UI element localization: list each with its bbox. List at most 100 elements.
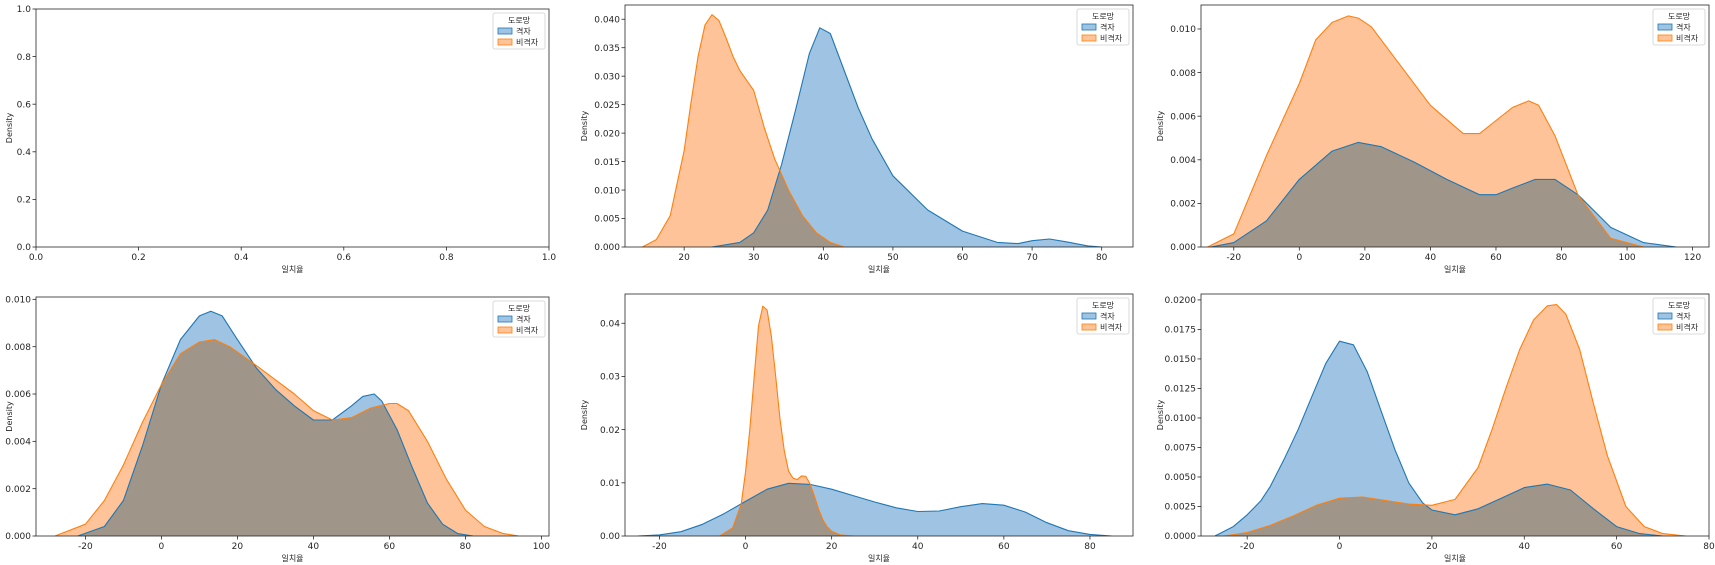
- legend-label-nongrid: 비격자: [516, 37, 539, 47]
- x-tick-label: 40: [1425, 253, 1437, 263]
- y-axis-label: Density: [5, 113, 14, 144]
- axes-frame: [1200, 4, 1710, 248]
- density-fills: [1214, 304, 1686, 536]
- legend-swatch-nongrid: [1081, 323, 1097, 331]
- y-tick-label: 0.005: [594, 215, 620, 225]
- plot-area: [1214, 304, 1686, 536]
- x-tick-label: 120: [1684, 253, 1701, 263]
- y-tick-label: 0.010: [1170, 25, 1196, 35]
- subplot-1: 0.0 0.2 0.4 0.6 0.8 1.0 0.0 0.2 0.4 0.6 0.8 1.0 일치율 D…: [5, 5, 556, 274]
- plot-area: [642, 14, 1102, 247]
- axes-frame: [35, 8, 550, 248]
- x-tick-label: -20: [78, 542, 93, 552]
- plot-area: [54, 310, 519, 536]
- density-line-nongrid: [1224, 304, 1686, 536]
- x-tick-label: 0.8: [439, 253, 454, 263]
- x-tick-label: -20: [652, 542, 667, 552]
- legend-title: 도로망: [508, 15, 531, 25]
- x-axis-label: 일치율: [1444, 265, 1466, 274]
- subplot-5: -20 0 20 40 60 80 0.00 0.01 0.02 0.03 0.04 일치율 Densi…: [580, 293, 1134, 563]
- density-line-nongrid: [719, 305, 854, 536]
- y-tick-label: 0.004: [5, 438, 31, 448]
- density-fill-nongrid: [1207, 15, 1644, 247]
- axes-frame: [35, 296, 550, 537]
- legend-label-grid: 격자: [1100, 22, 1115, 32]
- x-tick-label: 60: [1611, 542, 1623, 552]
- y-tick-label: 0.6: [17, 100, 32, 110]
- y-tick-label: 0.000: [594, 243, 620, 253]
- x-tick-label: 40: [1519, 542, 1531, 552]
- legend-label-grid: 격자: [1676, 311, 1691, 321]
- legend-title: 도로망: [1092, 11, 1115, 21]
- legend-title: 도로망: [1668, 300, 1691, 310]
- x-tick-label: 60: [384, 542, 396, 552]
- density-fill-nongrid: [719, 306, 854, 536]
- y-tick-label: 0.030: [594, 72, 620, 82]
- x-tick-label: 80: [460, 542, 472, 552]
- legend-swatch-nongrid: [1657, 323, 1673, 331]
- subplot-4: -20 0 20 40 60 80 100 0.000 0.002 0.004 0.006 0.008…: [5, 296, 550, 563]
- plot-area: [1207, 15, 1677, 247]
- y-tick-label: 0.008: [5, 343, 31, 353]
- legend-title: 도로망: [508, 303, 531, 313]
- y-tick-label: 0.4: [17, 148, 32, 158]
- y-tick-label: 0.002: [5, 485, 31, 495]
- x-tick-label: 20: [1426, 542, 1438, 552]
- y-tick-label: 0.0150: [1165, 355, 1197, 365]
- legend-swatch-grid: [497, 27, 513, 35]
- legend-title: 도로망: [1668, 11, 1691, 21]
- legend-swatch-nongrid: [1081, 34, 1097, 42]
- y-tick-label: 0.010: [594, 186, 620, 196]
- density-fills: [642, 14, 1102, 247]
- legend-swatch-grid: [497, 315, 513, 323]
- y-tick-label: 0.035: [594, 44, 620, 54]
- y-tick-label: 0.006: [5, 390, 31, 400]
- x-tick-label: 80: [1556, 253, 1568, 263]
- x-tick-label: 0: [1337, 542, 1343, 552]
- x-tick-label: 70: [1026, 253, 1038, 263]
- y-tick-label: 1.0: [17, 5, 32, 15]
- y-axis-label: Density: [580, 111, 589, 142]
- y-tick-label: 0.0025: [1165, 503, 1197, 513]
- y-tick-label: 0.004: [1170, 156, 1196, 166]
- density-fill-nongrid: [55, 339, 519, 536]
- x-tick-label: 40: [308, 542, 320, 552]
- density-line-nongrid: [54, 339, 519, 536]
- y-tick-label: 0.0200: [1165, 296, 1197, 306]
- legend-label-nongrid: 비격자: [1676, 33, 1699, 43]
- density-line-nongrid: [642, 14, 845, 247]
- y-tick-label: 0.020: [594, 129, 620, 139]
- legend-title: 도로망: [1092, 300, 1115, 310]
- density-line-grid: [1214, 340, 1663, 536]
- x-tick-label: 30: [748, 253, 760, 263]
- x-tick-label: 0: [159, 542, 165, 552]
- legend-label-grid: 격자: [516, 26, 531, 36]
- x-tick-label: 20: [678, 253, 690, 263]
- x-tick-label: -20: [1240, 542, 1255, 552]
- density-line-grid: [711, 27, 1102, 247]
- axes-frame: [1200, 293, 1710, 537]
- x-tick-label: 0: [743, 542, 749, 552]
- y-axis-label: Density: [5, 401, 14, 432]
- x-tick-label: 1.0: [542, 253, 557, 263]
- y-tick-label: 0.002: [1170, 200, 1196, 210]
- y-tick-label: 0.0175: [1165, 326, 1197, 336]
- y-tick-label: 0.0050: [1165, 473, 1197, 483]
- x-tick-label: 100: [1618, 253, 1635, 263]
- y-tick-label: 0.01: [600, 479, 620, 489]
- x-tick-label: 100: [533, 542, 550, 552]
- density-fills: [637, 306, 1112, 536]
- density-line-grid: [1210, 141, 1677, 247]
- y-tick-label: 0.000: [1170, 243, 1196, 253]
- x-tick-label: 0.4: [234, 253, 249, 263]
- x-tick-label: 80: [1096, 253, 1108, 263]
- density-fill-grid: [637, 483, 1112, 536]
- y-tick-label: 0.000: [5, 532, 31, 542]
- y-tick-label: 0.006: [1170, 112, 1196, 122]
- density-fill-grid: [712, 27, 1102, 247]
- y-tick-label: 0.025: [594, 101, 620, 111]
